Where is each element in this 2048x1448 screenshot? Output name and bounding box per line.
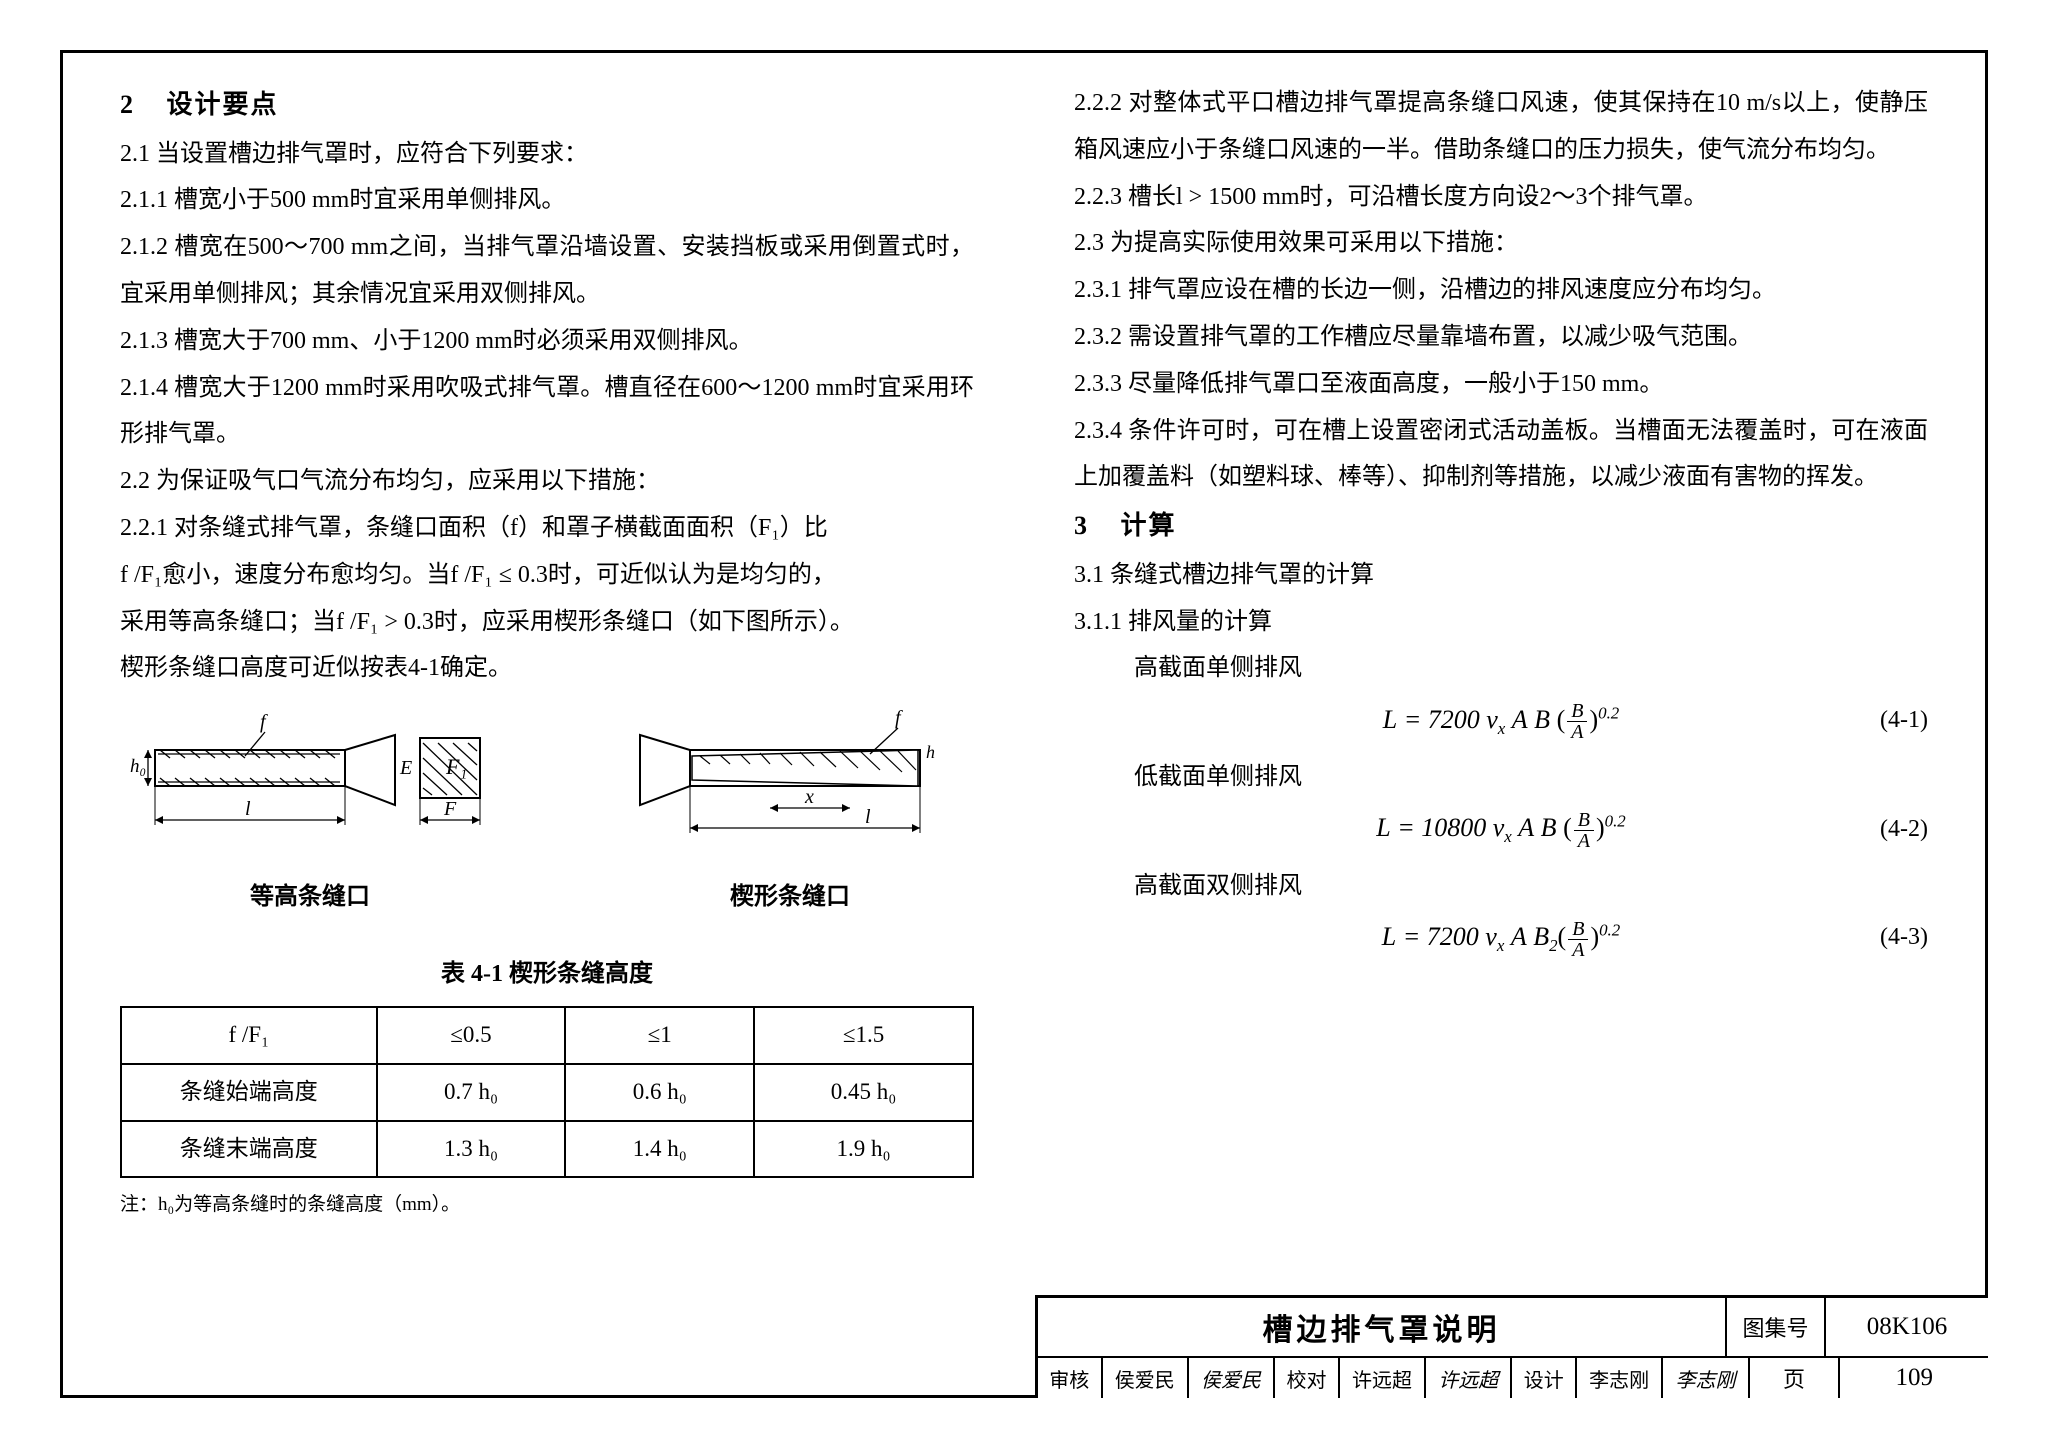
atlas-number: 08K106: [1826, 1298, 1988, 1358]
reviewer-label: 审核: [1038, 1358, 1103, 1398]
equation-body: L = 7200 vx A B (BA)0.2: [1383, 695, 1620, 746]
equation-4-3: L = 7200 vx A B2(BA)0.2 (4-3): [1074, 914, 1928, 962]
designer-sign: 李志刚: [1663, 1358, 1749, 1398]
drawing-title: 槽边排气罩说明: [1038, 1298, 1727, 1358]
atlas-label: 图集号: [1727, 1298, 1826, 1358]
page-number: 109: [1840, 1358, 1988, 1398]
eq-coef: 7200: [1428, 705, 1480, 734]
checker-name: 许远超: [1340, 1358, 1426, 1398]
page-label: 页: [1750, 1358, 1841, 1398]
equation-number: (4-3): [1880, 914, 1928, 961]
equation-4-2: L = 10800 vx A B (BA)0.2 (4-2): [1074, 805, 1928, 853]
eq-coef: 10800: [1421, 813, 1486, 842]
checker-sign: 许远超: [1426, 1358, 1512, 1398]
title-block-row2: 审核 侯爱民 侯爱民 校对 许远超 许远超 设计 李志刚 李志刚 页 109: [1038, 1358, 1988, 1398]
equation-4-1: L = 7200 vx A B (BA)0.2 (4-1): [1074, 696, 1928, 744]
equation-number: (4-1): [1880, 697, 1928, 744]
checker-label: 校对: [1275, 1358, 1340, 1398]
designer-label: 设计: [1512, 1358, 1577, 1398]
equation-number: (4-2): [1880, 806, 1928, 853]
equation-body: L = 10800 vx A B (BA)0.2: [1376, 803, 1626, 854]
reviewer-name: 侯爱民: [1103, 1358, 1189, 1398]
eq-coef: 7200: [1427, 922, 1479, 951]
title-block: 槽边排气罩说明 图集号 08K106 审核 侯爱民 侯爱民 校对 许远超 许远超…: [1035, 1295, 1988, 1398]
title-block-row1: 槽边排气罩说明 图集号 08K106: [1038, 1298, 1988, 1358]
equation-body: L = 7200 vx A B2(BA)0.2: [1382, 912, 1620, 963]
designer-name: 李志刚: [1577, 1358, 1663, 1398]
eq-sub: 2: [1549, 936, 1557, 955]
reviewer-sign: 侯爱民: [1189, 1358, 1275, 1398]
